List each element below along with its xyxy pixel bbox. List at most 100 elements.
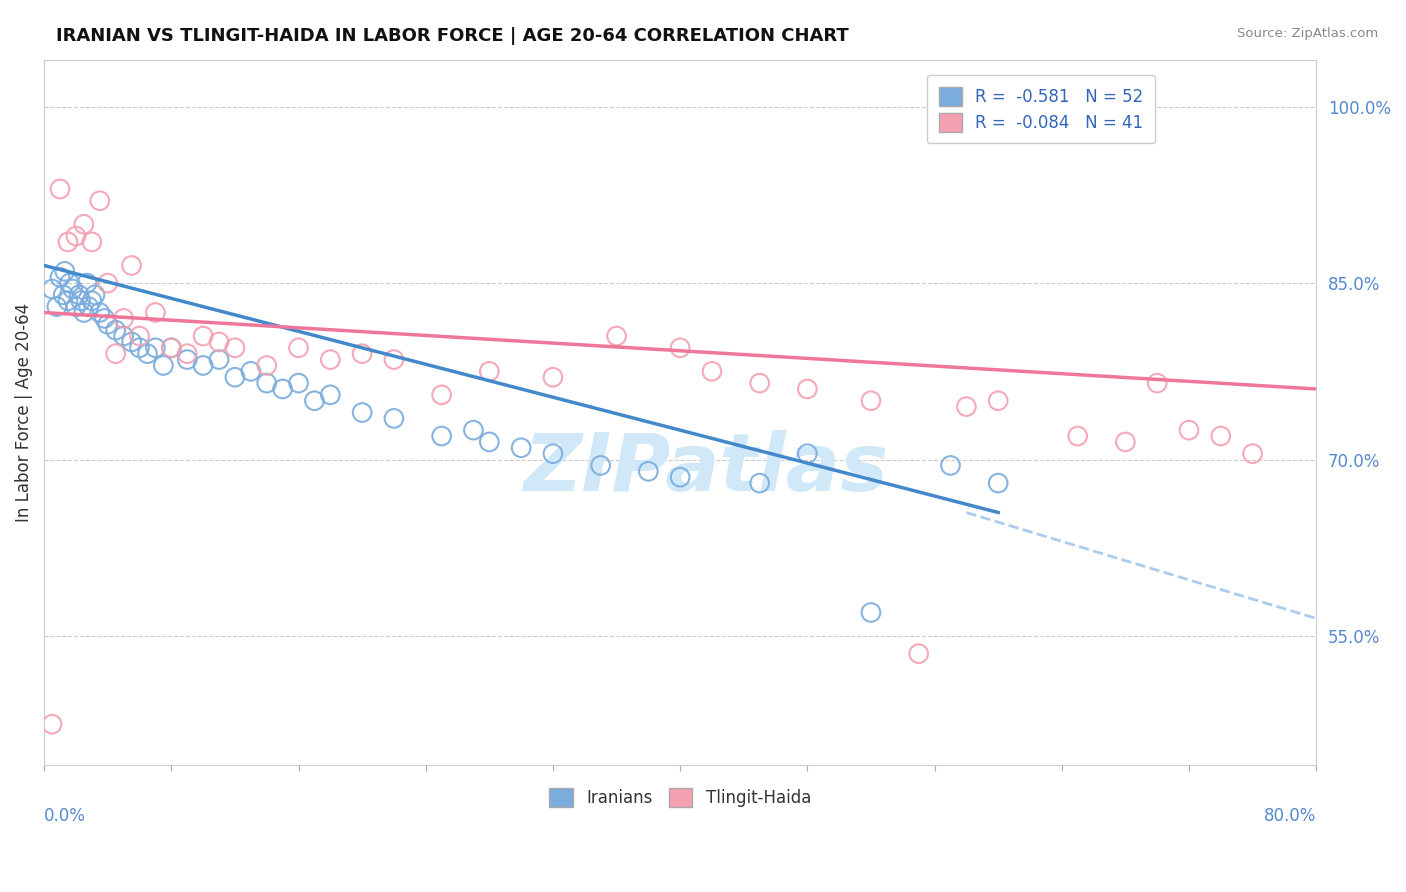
- Point: [176, 347, 198, 361]
- Point: [97, 318, 120, 332]
- Point: [1066, 429, 1088, 443]
- Legend: Iranians, Tlingit-Haida: Iranians, Tlingit-Haida: [543, 781, 818, 814]
- Text: IRANIAN VS TLINGIT-HAIDA IN LABOR FORCE | AGE 20-64 CORRELATION CHART: IRANIAN VS TLINGIT-HAIDA IN LABOR FORCE …: [56, 27, 849, 45]
- Point: [191, 329, 214, 343]
- Text: ZIPatlas: ZIPatlas: [523, 430, 889, 508]
- Point: [104, 323, 127, 337]
- Point: [589, 458, 612, 473]
- Point: [637, 464, 659, 478]
- Point: [859, 393, 882, 408]
- Point: [89, 305, 111, 319]
- Point: [478, 434, 501, 449]
- Point: [859, 606, 882, 620]
- Point: [53, 264, 76, 278]
- Point: [152, 359, 174, 373]
- Point: [112, 329, 135, 343]
- Point: [271, 382, 294, 396]
- Text: Source: ZipAtlas.com: Source: ZipAtlas.com: [1237, 27, 1378, 40]
- Point: [121, 334, 143, 349]
- Point: [176, 352, 198, 367]
- Point: [748, 476, 770, 491]
- Point: [987, 393, 1010, 408]
- Point: [224, 341, 246, 355]
- Point: [145, 341, 167, 355]
- Point: [73, 305, 96, 319]
- Point: [49, 182, 72, 196]
- Point: [304, 393, 326, 408]
- Point: [56, 235, 79, 249]
- Point: [84, 288, 107, 302]
- Point: [478, 364, 501, 378]
- Point: [65, 229, 87, 244]
- Point: [541, 370, 564, 384]
- Point: [606, 329, 628, 343]
- Point: [796, 382, 818, 396]
- Point: [382, 411, 405, 425]
- Point: [41, 717, 63, 731]
- Y-axis label: In Labor Force | Age 20-64: In Labor Force | Age 20-64: [15, 303, 32, 522]
- Point: [1178, 423, 1201, 437]
- Point: [160, 341, 183, 355]
- Point: [128, 341, 150, 355]
- Point: [319, 352, 342, 367]
- Point: [256, 376, 278, 390]
- Point: [256, 359, 278, 373]
- Point: [748, 376, 770, 390]
- Text: 80.0%: 80.0%: [1264, 806, 1316, 824]
- Point: [93, 311, 115, 326]
- Point: [112, 311, 135, 326]
- Point: [56, 293, 79, 308]
- Point: [49, 270, 72, 285]
- Point: [41, 282, 63, 296]
- Point: [796, 447, 818, 461]
- Point: [907, 647, 929, 661]
- Point: [287, 341, 309, 355]
- Point: [76, 276, 98, 290]
- Point: [319, 388, 342, 402]
- Point: [97, 276, 120, 290]
- Point: [80, 235, 103, 249]
- Point: [128, 329, 150, 343]
- Point: [52, 288, 75, 302]
- Point: [65, 300, 87, 314]
- Point: [58, 276, 80, 290]
- Point: [1241, 447, 1264, 461]
- Point: [208, 352, 231, 367]
- Point: [77, 300, 100, 314]
- Point: [1209, 429, 1232, 443]
- Point: [80, 293, 103, 308]
- Point: [121, 259, 143, 273]
- Point: [352, 405, 374, 419]
- Point: [1146, 376, 1168, 390]
- Point: [69, 293, 91, 308]
- Point: [541, 447, 564, 461]
- Point: [62, 282, 84, 296]
- Point: [136, 347, 159, 361]
- Point: [955, 400, 977, 414]
- Point: [208, 334, 231, 349]
- Point: [987, 476, 1010, 491]
- Point: [700, 364, 723, 378]
- Point: [510, 441, 533, 455]
- Point: [67, 288, 90, 302]
- Point: [45, 300, 67, 314]
- Point: [463, 423, 485, 437]
- Point: [1114, 434, 1136, 449]
- Point: [669, 470, 692, 484]
- Point: [382, 352, 405, 367]
- Point: [89, 194, 111, 208]
- Point: [239, 364, 262, 378]
- Point: [145, 305, 167, 319]
- Point: [191, 359, 214, 373]
- Point: [104, 347, 127, 361]
- Point: [287, 376, 309, 390]
- Point: [73, 217, 96, 231]
- Text: 0.0%: 0.0%: [44, 806, 86, 824]
- Point: [224, 370, 246, 384]
- Point: [160, 341, 183, 355]
- Point: [939, 458, 962, 473]
- Point: [669, 341, 692, 355]
- Point: [430, 388, 453, 402]
- Point: [352, 347, 374, 361]
- Point: [430, 429, 453, 443]
